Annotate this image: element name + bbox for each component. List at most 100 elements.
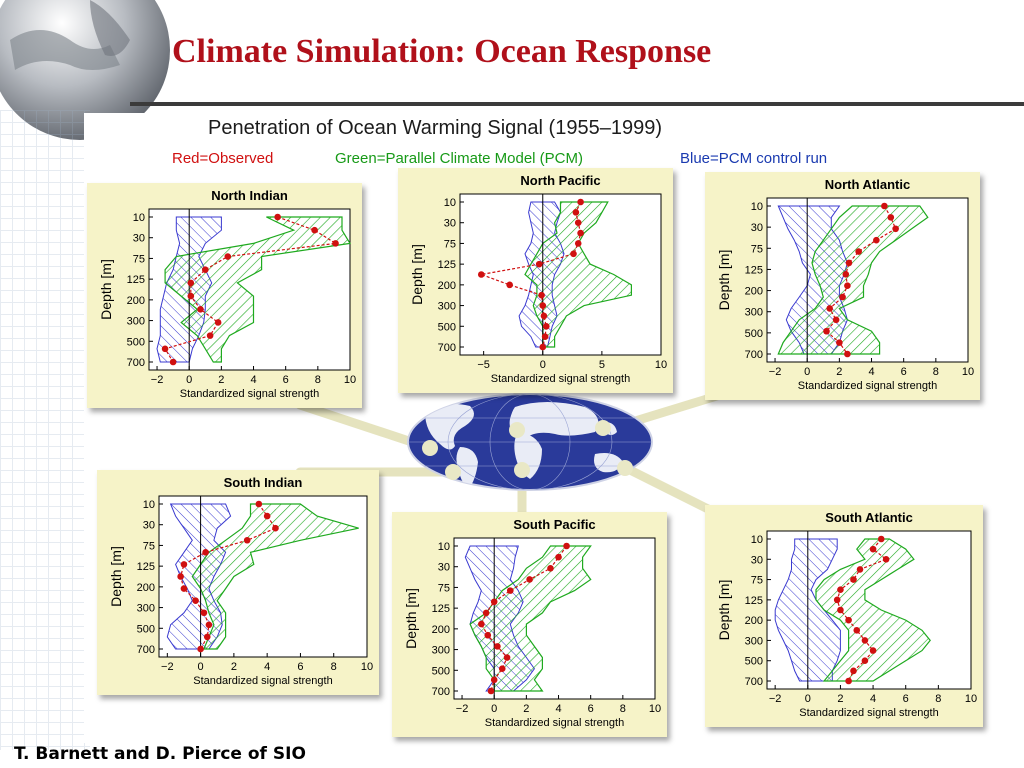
x-tick-label: −2 bbox=[161, 661, 174, 673]
observed-point bbox=[477, 271, 485, 278]
observed-point bbox=[826, 305, 834, 312]
y-axis-label: Depth [m] bbox=[716, 250, 732, 311]
y-axis-label: Depth [m] bbox=[108, 546, 124, 607]
x-tick-label: 10 bbox=[344, 374, 356, 386]
observed-point bbox=[577, 229, 584, 237]
observed-point bbox=[547, 565, 554, 572]
observed-point bbox=[539, 343, 547, 351]
observed-point bbox=[543, 322, 550, 330]
y-tick-label: 500 bbox=[127, 336, 145, 348]
observed-point bbox=[869, 647, 877, 654]
observed-point bbox=[490, 676, 498, 684]
observed-point bbox=[200, 609, 208, 617]
observed-point bbox=[206, 332, 214, 339]
chart-title: South Pacific bbox=[513, 517, 595, 532]
observed-point bbox=[861, 657, 869, 665]
chart-svg: South Atlantic 10 30 75 125 200 300 500 700 −2 0 2 4… bbox=[716, 510, 977, 719]
x-tick-label: −2 bbox=[151, 374, 164, 386]
y-axis-label: Depth [m] bbox=[98, 259, 114, 320]
y-tick-label: 700 bbox=[745, 349, 763, 361]
chart-svg: North Indian 10 30 75 125 200 300 500 700 −2 0 2 4 6 8… bbox=[98, 188, 356, 400]
x-tick-label: 10 bbox=[361, 661, 373, 673]
observed-point bbox=[187, 292, 195, 300]
x-tick-label: 6 bbox=[903, 693, 909, 705]
observed-point bbox=[887, 214, 895, 221]
y-tick-label: 300 bbox=[745, 307, 763, 319]
observed-point bbox=[197, 645, 204, 653]
x-tick-label: 0 bbox=[186, 374, 192, 386]
y-tick-label: 200 bbox=[438, 280, 456, 292]
observed-point bbox=[506, 587, 514, 594]
observed-point bbox=[205, 621, 213, 629]
x-axis-label: Standardized signal strength bbox=[798, 380, 937, 392]
observed-point bbox=[861, 637, 869, 644]
x-axis-label: Standardized signal strength bbox=[193, 675, 332, 687]
x-tick-label: 6 bbox=[297, 661, 303, 673]
pcm-band bbox=[777, 205, 929, 355]
pcm-band bbox=[191, 503, 359, 650]
observed-point bbox=[882, 555, 890, 563]
author-credit: T. Barnett and D. Pierce of SIO bbox=[14, 744, 306, 764]
observed-point bbox=[836, 339, 843, 346]
y-tick-label: 125 bbox=[438, 259, 456, 271]
y-tick-label: 125 bbox=[745, 264, 763, 276]
observed-point bbox=[169, 358, 177, 366]
x-tick-label: 0 bbox=[491, 703, 497, 715]
y-tick-label: 300 bbox=[127, 316, 145, 328]
y-tick-label: 75 bbox=[751, 243, 763, 255]
x-tick-label: 8 bbox=[620, 703, 626, 715]
y-tick-label: 30 bbox=[751, 222, 763, 234]
y-tick-label: 500 bbox=[137, 623, 155, 635]
observed-point bbox=[263, 512, 271, 520]
chart-title: North Indian bbox=[211, 188, 288, 203]
y-axis-label: Depth [m] bbox=[403, 588, 419, 649]
y-tick-label: 300 bbox=[137, 603, 155, 615]
x-tick-label: 10 bbox=[962, 366, 974, 378]
observed-point bbox=[535, 260, 543, 268]
observed-point bbox=[243, 536, 251, 544]
observed-point bbox=[538, 291, 545, 299]
y-tick-label: 75 bbox=[438, 582, 450, 594]
panel-north-indian: North Indian 10 30 75 125 200 300 500 700 −2 0 2 4 6 8… bbox=[87, 183, 362, 408]
observed-point bbox=[197, 305, 204, 313]
observed-point bbox=[823, 327, 830, 335]
x-tick-label: 4 bbox=[868, 366, 874, 378]
observed-point bbox=[845, 616, 852, 624]
observed-point bbox=[487, 687, 495, 695]
observed-point bbox=[837, 606, 844, 614]
panel-south-atlantic: South Atlantic 10 30 75 125 200 300 500 700 −2 0 2 4… bbox=[705, 505, 983, 727]
panel-north-pacific: North Pacific 10 30 75 125 200 300 500 700 −5 0 5 10… bbox=[398, 168, 673, 393]
x-tick-label: 4 bbox=[870, 693, 876, 705]
y-tick-label: 125 bbox=[432, 603, 450, 615]
observed-point bbox=[187, 279, 195, 287]
x-tick-label: 10 bbox=[655, 359, 667, 371]
y-tick-label: 200 bbox=[745, 615, 763, 627]
figure-title: Penetration of Ocean Warming Signal (195… bbox=[208, 117, 662, 139]
observed-point bbox=[853, 626, 861, 634]
observed-point bbox=[869, 545, 877, 553]
observed-point bbox=[311, 226, 318, 234]
observed-point bbox=[570, 250, 577, 258]
observed-point bbox=[877, 535, 885, 543]
x-tick-label: 2 bbox=[837, 693, 843, 705]
x-tick-label: 6 bbox=[901, 366, 907, 378]
y-tick-label: 10 bbox=[751, 201, 763, 213]
y-tick-label: 30 bbox=[444, 218, 456, 230]
observed-point bbox=[203, 633, 211, 641]
observed-point bbox=[506, 281, 513, 289]
world-map bbox=[407, 393, 653, 491]
observed-point bbox=[577, 198, 584, 206]
observed-line bbox=[479, 201, 582, 348]
observed-point bbox=[478, 620, 485, 628]
observed-line bbox=[164, 216, 338, 363]
pcm-band bbox=[815, 538, 931, 682]
y-tick-label: 30 bbox=[438, 562, 450, 574]
x-tick-label: 8 bbox=[933, 366, 939, 378]
y-tick-label: 30 bbox=[133, 233, 145, 245]
panel-south-indian: South Indian 10 30 75 125 200 300 500 700 −2 0 2 4 6 8… bbox=[97, 470, 379, 695]
observed-point bbox=[526, 576, 533, 583]
legend-control: Blue=PCM control run bbox=[680, 150, 828, 167]
y-tick-label: 75 bbox=[444, 238, 456, 250]
observed-point bbox=[842, 271, 850, 278]
x-tick-label: 8 bbox=[935, 693, 941, 705]
